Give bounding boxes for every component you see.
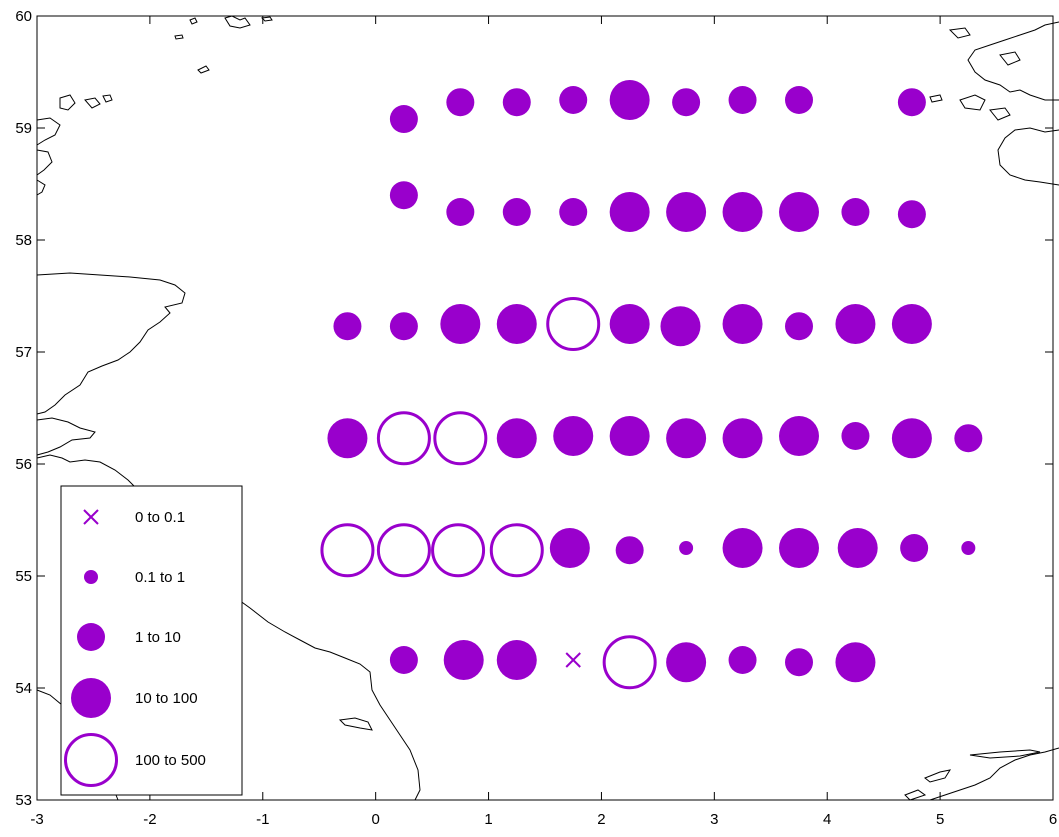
- sample-marker: [666, 418, 707, 459]
- sample-marker: [728, 646, 757, 674]
- sample-marker: [722, 418, 763, 459]
- sample-marker: [602, 635, 657, 690]
- sample-marker: [431, 523, 486, 578]
- sample-marker: [722, 304, 763, 344]
- legend-label: 0 to 0.1: [135, 509, 185, 526]
- sample-marker: [502, 198, 531, 226]
- sample-marker: [496, 304, 537, 344]
- sample-marker: [559, 86, 588, 114]
- sample-marker: [837, 528, 878, 568]
- coastline: [36, 15, 1059, 801]
- sample-marker: [433, 411, 488, 466]
- legend-marker: [64, 733, 118, 787]
- sample-marker: [376, 411, 431, 466]
- sample-marker: [389, 646, 418, 674]
- x-tick-label: 0: [371, 811, 379, 828]
- x-tick-label: 4: [823, 811, 831, 828]
- sample-marker: [389, 105, 418, 134]
- y-tick-label: 55: [15, 568, 32, 585]
- sample-marker: [954, 424, 983, 453]
- sample-marker: [785, 312, 813, 341]
- legend-marker: [84, 570, 98, 584]
- sample-marker: [440, 304, 481, 344]
- sample-marker: [496, 418, 537, 459]
- sample-marker: [841, 198, 870, 226]
- x-tick-label: 1: [484, 811, 492, 828]
- sample-marker: [897, 88, 926, 117]
- sample-marker: [609, 192, 650, 232]
- legend-marker: [77, 623, 105, 651]
- sample-marker: [553, 416, 594, 456]
- sample-marker: [660, 306, 701, 347]
- sample-marker: [900, 534, 929, 562]
- sample-marker: [489, 523, 544, 578]
- plot-border: [36, 15, 1054, 801]
- sample-marker: [559, 198, 588, 226]
- sample-marker: [446, 198, 475, 226]
- sample-marker: [785, 648, 813, 677]
- y-tick-label: 56: [15, 456, 32, 473]
- sample-marker: [496, 640, 537, 680]
- sample-marker: [779, 528, 819, 568]
- sample-marker: [609, 416, 650, 456]
- sample-marker: [785, 86, 813, 114]
- sample-marker: [728, 86, 757, 114]
- sample-marker: [389, 181, 418, 210]
- y-tick-label: 58: [15, 232, 32, 249]
- y-tick-label: 59: [15, 120, 32, 137]
- sample-marker: [897, 200, 926, 229]
- sample-marker: [609, 304, 650, 344]
- sample-marker: [841, 422, 870, 450]
- sample-marker: [779, 192, 819, 232]
- sample-marker: [961, 541, 976, 555]
- y-tick-label: 60: [15, 8, 32, 25]
- sample-marker: [376, 523, 431, 578]
- sample-marker: [327, 418, 368, 459]
- sample-marker: [333, 312, 362, 341]
- legend-label: 0.1 to 1: [135, 569, 185, 586]
- sample-marker: [320, 523, 375, 578]
- sample-marker: [615, 536, 644, 565]
- legend-label: 10 to 100: [135, 690, 198, 707]
- sample-marker: [609, 80, 650, 120]
- sample-marker: [679, 541, 694, 555]
- sample-marker: [443, 640, 484, 680]
- sample-marker: [835, 642, 876, 683]
- sample-marker: [565, 652, 581, 668]
- x-tick-label: 3: [710, 811, 718, 828]
- sample-marker: [779, 416, 819, 456]
- legend-marker: [83, 509, 99, 525]
- x-tick-label: -1: [256, 811, 269, 828]
- legend-label: 100 to 500: [135, 752, 206, 769]
- x-tick-label: 5: [936, 811, 944, 828]
- sample-marker: [546, 297, 601, 351]
- sample-marker: [891, 418, 932, 459]
- sample-marker: [446, 88, 475, 117]
- y-tick-label: 57: [15, 344, 32, 361]
- y-tick-label: 54: [15, 680, 32, 697]
- sample-marker: [666, 192, 707, 232]
- legend-label: 1 to 10: [135, 629, 181, 646]
- sample-marker: [722, 192, 763, 232]
- x-tick-label: 2: [597, 811, 605, 828]
- sample-marker: [672, 88, 701, 117]
- sample-marker: [722, 528, 763, 568]
- x-tick-label: -3: [30, 811, 43, 828]
- sample-marker: [835, 304, 876, 344]
- sample-marker: [666, 642, 707, 683]
- x-tick-label: -2: [143, 811, 156, 828]
- sample-marker: [891, 304, 932, 344]
- legend: 0 to 0.1 0.1 to 1 1 to 10 10 to 100 100 to 5…: [60, 485, 243, 796]
- sample-marker: [549, 528, 590, 568]
- x-tick-label: 6: [1049, 811, 1057, 828]
- y-tick-label: 53: [15, 792, 32, 809]
- sample-marker: [502, 88, 531, 117]
- sample-marker: [389, 312, 418, 341]
- legend-marker: [71, 678, 111, 718]
- data-markers: [320, 80, 983, 690]
